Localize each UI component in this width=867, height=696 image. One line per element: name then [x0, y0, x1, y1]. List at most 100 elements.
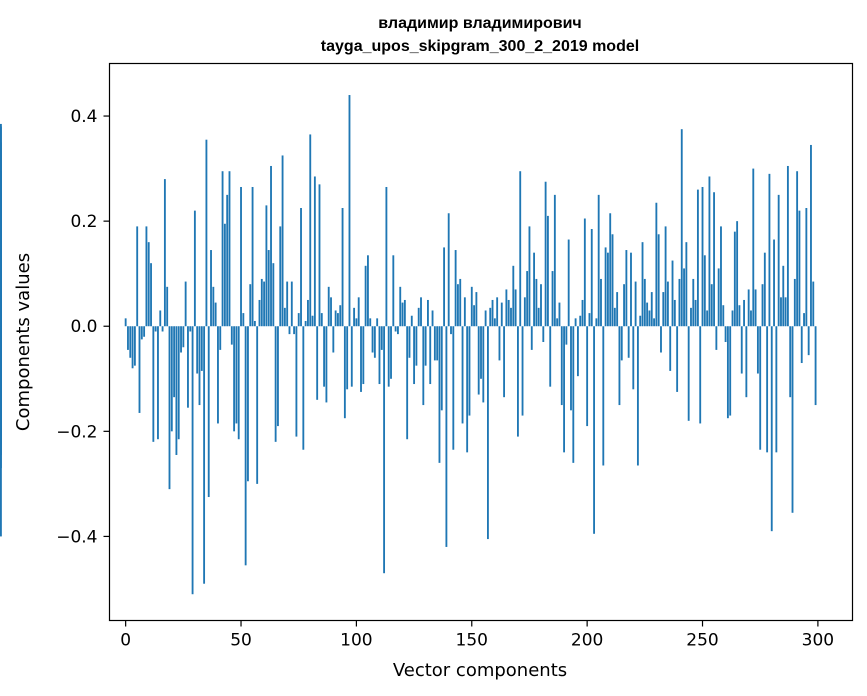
bar: [300, 208, 302, 327]
bar: [491, 299, 494, 327]
bar: [526, 271, 529, 327]
bar: [810, 144, 812, 327]
bar: [348, 95, 351, 327]
bar: [803, 313, 805, 327]
bar: [796, 171, 799, 327]
bar: [207, 326, 210, 498]
bar: [433, 326, 436, 361]
chart-title: владимир владимирович: [378, 15, 581, 32]
bar: [766, 326, 769, 453]
bar: [671, 260, 674, 327]
bar: [198, 326, 201, 406]
bar: [496, 297, 499, 327]
bar: [251, 186, 254, 327]
bar: [579, 315, 582, 327]
bar: [228, 171, 231, 327]
bar: [572, 326, 575, 463]
bar: [196, 326, 199, 374]
bar: [500, 302, 503, 327]
bar: [505, 289, 508, 327]
bar: [729, 326, 732, 416]
bar: [355, 318, 358, 327]
bar: [738, 305, 741, 327]
bar: [521, 326, 524, 416]
bar: [397, 326, 399, 335]
bar: [233, 326, 236, 432]
bar: [480, 326, 482, 379]
bar: [690, 307, 692, 327]
bar: [722, 305, 725, 327]
bar: [260, 278, 263, 327]
bar: [277, 326, 279, 427]
bar: [482, 326, 485, 403]
bar: [200, 326, 203, 371]
bar: [304, 320, 307, 327]
bar: [475, 292, 478, 327]
bar: [341, 208, 344, 327]
bar: [530, 326, 533, 350]
bar: [618, 326, 621, 406]
bar: [560, 326, 563, 406]
bar: [724, 326, 727, 342]
bar: [535, 278, 538, 327]
bar: [163, 179, 166, 327]
y-tick-label: 0.0: [70, 317, 97, 337]
bar: [166, 286, 169, 327]
bar: [406, 326, 409, 440]
y-axis-label: Components values: [13, 253, 34, 431]
bar: [364, 265, 367, 327]
bar: [789, 326, 792, 398]
bar: [360, 326, 362, 392]
x-axis-ticks: 0 50 100 150 200 250 300: [120, 620, 834, 651]
bar: [484, 310, 487, 327]
bar: [597, 194, 600, 327]
bar: [440, 326, 443, 411]
bar: [362, 326, 365, 385]
bar: [588, 313, 591, 327]
bar: [223, 223, 226, 327]
bar: [754, 289, 757, 327]
bar: [687, 326, 690, 421]
bar: [630, 252, 632, 327]
bar: [680, 129, 683, 327]
bar: [422, 326, 425, 406]
bar: [401, 302, 404, 327]
bar: [731, 310, 734, 327]
bar: [662, 292, 665, 327]
x-tick-label: 50: [230, 631, 252, 651]
bar: [611, 234, 614, 327]
bar: [657, 234, 660, 327]
bar: [373, 326, 376, 358]
y-tick-label: −0.2: [56, 422, 97, 442]
bar: [565, 326, 568, 345]
bar: [507, 299, 510, 327]
bar: [514, 289, 517, 327]
bar: [814, 326, 817, 406]
bar: [143, 326, 146, 337]
bar: [320, 313, 323, 327]
bar: [459, 278, 462, 327]
bar: [168, 326, 171, 490]
bar: [489, 307, 492, 327]
bar: [487, 326, 489, 540]
bar: [316, 326, 319, 400]
bar: [632, 326, 635, 390]
bar: [775, 326, 778, 453]
bar: [237, 326, 240, 440]
bar: [399, 286, 402, 327]
x-tick-label: 250: [686, 631, 718, 651]
bar: [793, 278, 796, 327]
bar: [556, 318, 559, 327]
bar: [170, 326, 173, 432]
bar: [152, 326, 155, 442]
bar: [279, 226, 282, 327]
bar: [641, 242, 644, 327]
bar: [290, 281, 293, 327]
bar: [713, 192, 715, 327]
bar: [563, 326, 565, 453]
bar: [664, 226, 667, 327]
bar: [187, 326, 189, 408]
bar: [609, 213, 612, 327]
plot-frame: [108, 62, 854, 622]
bar: [219, 326, 222, 350]
